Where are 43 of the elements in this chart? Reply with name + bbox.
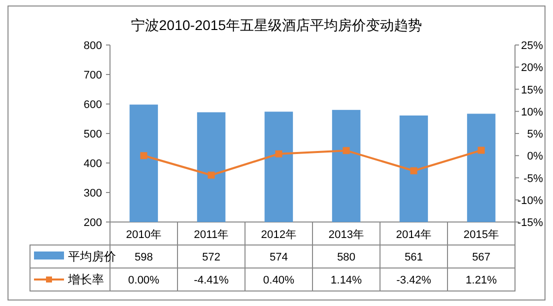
point: [208, 172, 215, 179]
y-tick-label: 600: [84, 99, 102, 111]
y2-tick-label: 0%: [527, 150, 544, 163]
y2-tick-label: 10%: [520, 106, 544, 118]
point: [140, 152, 148, 160]
data-label: 572: [202, 252, 220, 264]
data-label: 561: [404, 252, 423, 264]
y2-tick-label: -15%: [517, 217, 544, 229]
y-tick-label: 300: [84, 188, 102, 200]
data-label: 0.40%: [263, 274, 295, 286]
y-tick-label: 800: [84, 40, 102, 52]
y2-tick-label: -5%: [523, 172, 544, 185]
y2-tick-label: -10%: [517, 194, 544, 207]
x-tick-label: 2012年: [261, 229, 296, 241]
point: [478, 146, 485, 154]
y2-tick-label: 25%: [520, 40, 544, 52]
x-tick-label: 2011年: [194, 229, 229, 241]
x-tick-label: 2014年: [396, 229, 432, 241]
data-label: -3.42%: [396, 274, 432, 286]
point: [275, 150, 282, 158]
y-tick-label: 500: [84, 128, 102, 140]
x-tick-label: 2015年: [464, 229, 499, 241]
legend-label: 增长率: [67, 272, 104, 286]
data-label: 1.21%: [466, 274, 498, 286]
point: [410, 167, 418, 174]
y2-tick-label: 20%: [520, 62, 544, 74]
y-tick-label: 200: [84, 217, 102, 229]
data-label: -4.41%: [194, 274, 229, 286]
data-label: 1.14%: [330, 274, 362, 286]
y2-tick-label: 5%: [527, 128, 544, 140]
point: [342, 147, 350, 154]
y-tick-label: 400: [84, 158, 102, 170]
data-label: 567: [472, 252, 490, 264]
legend-label: 平均房价: [68, 250, 116, 264]
y-tick-label: 700: [84, 70, 102, 82]
data-label: 598: [134, 252, 153, 264]
chart-title: 宁波2010-2015年五星级酒店平均房价变动趋势: [131, 17, 422, 33]
x-tick-label: 2013年: [328, 229, 364, 241]
data-label: 0.00%: [128, 274, 160, 286]
data-label: 574: [270, 252, 288, 264]
data-label: 580: [337, 252, 356, 264]
x-tick-label: 2010年: [126, 229, 162, 241]
y2-tick-label: 15%: [520, 84, 544, 96]
